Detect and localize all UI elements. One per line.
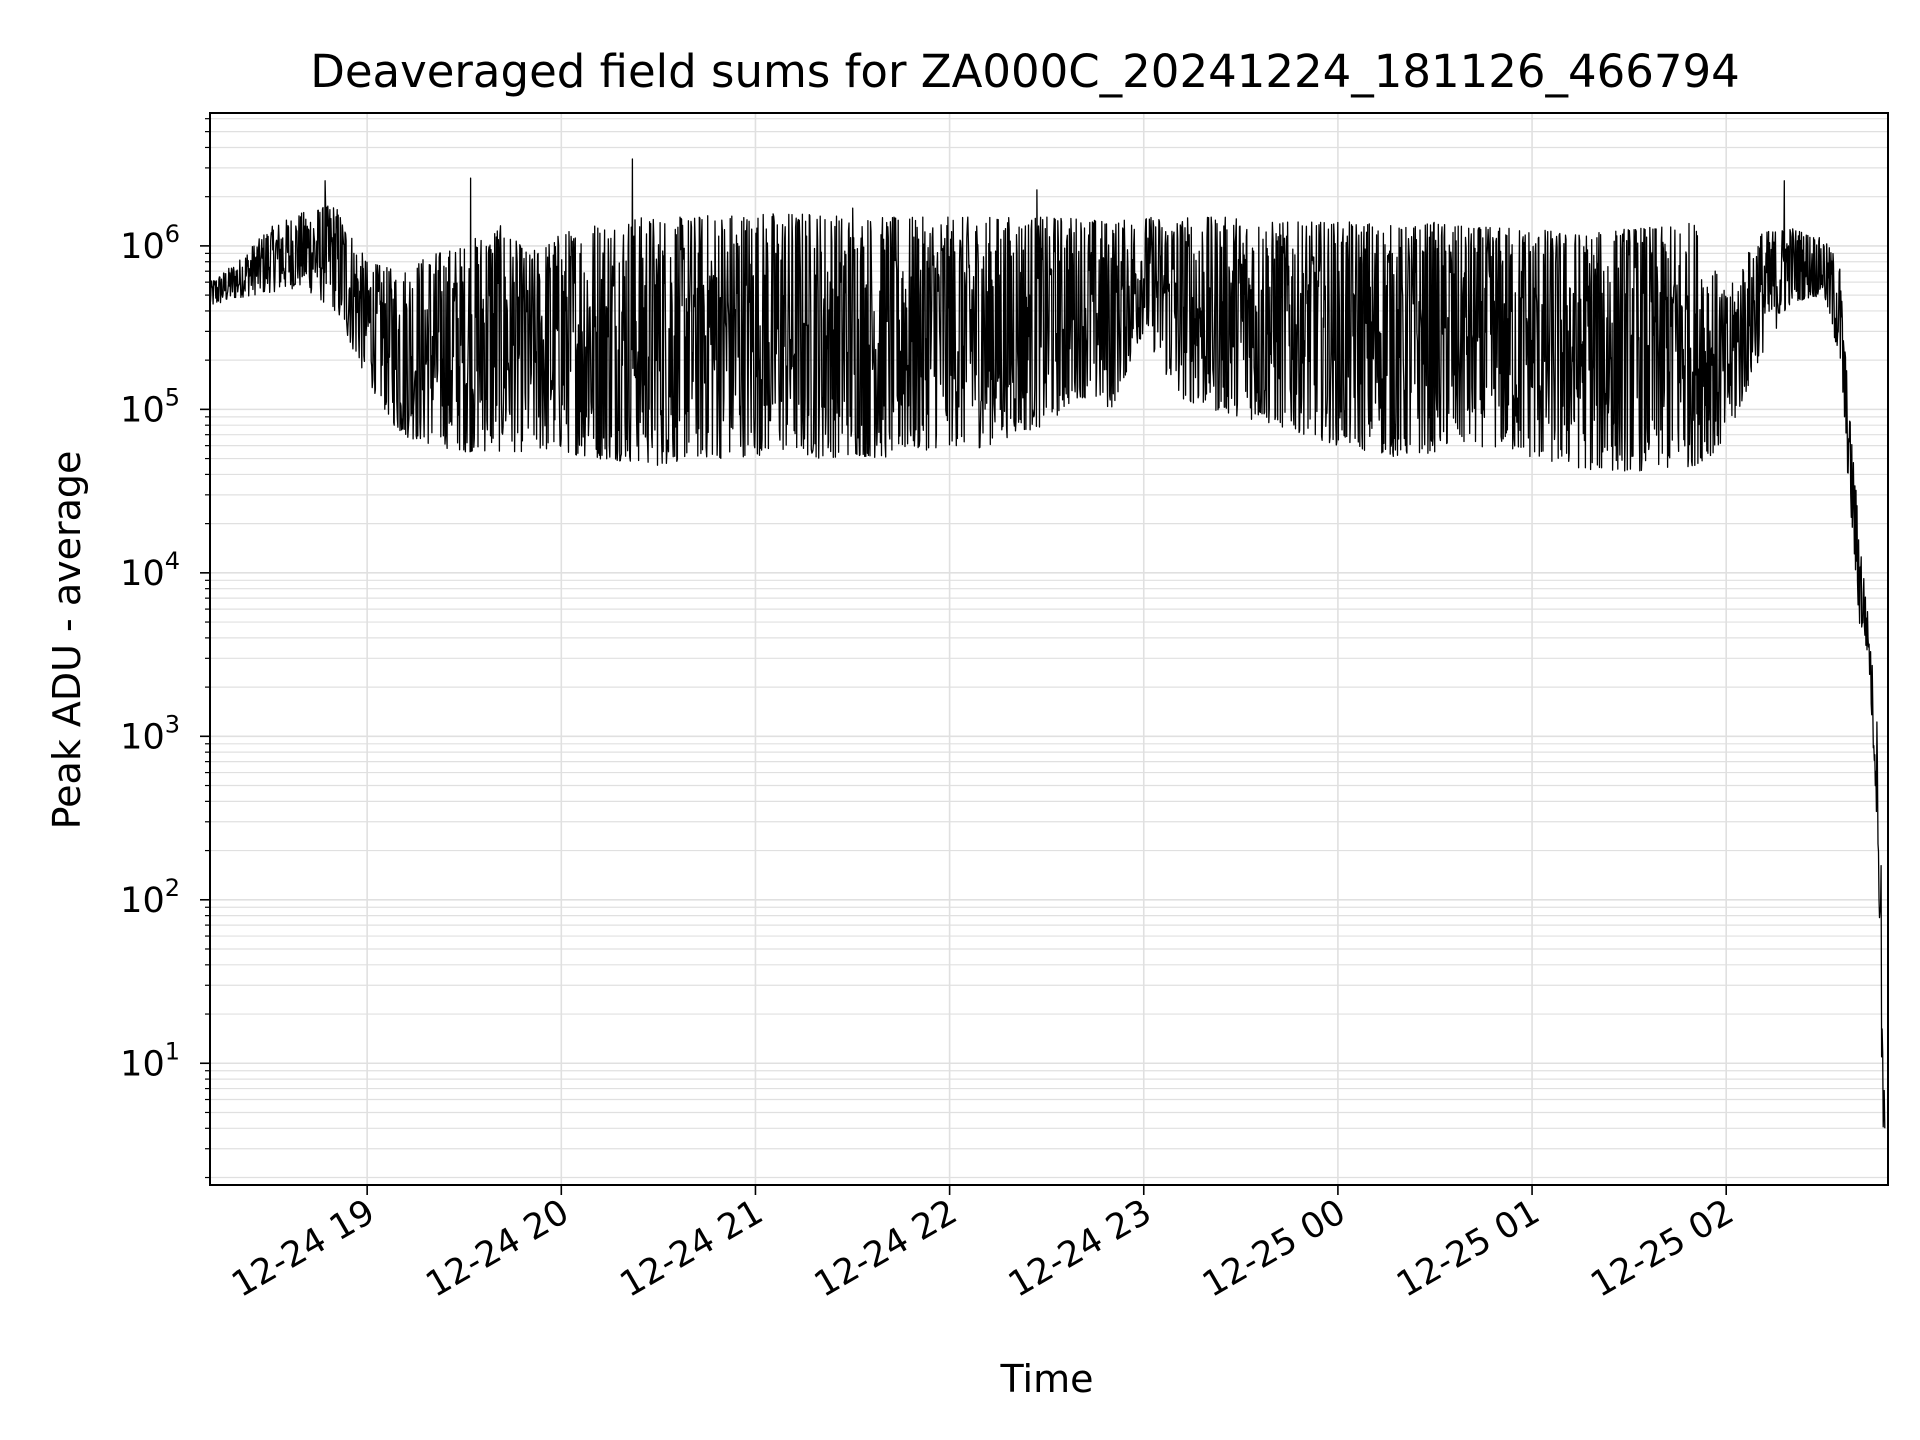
y-tick-label: 106 [120,220,180,267]
plot-frame [209,112,1889,1186]
y-axis-ticks: 101 102 103 104 105 106 [120,118,210,1179]
y-tick-label: 103 [120,710,180,757]
x-axis-label: Time [1000,1357,1094,1401]
y-tick-label: 102 [120,874,180,921]
series-line [209,158,1886,1129]
grid-lines [210,113,1888,1185]
chart-title: Deaveraged field sums for ZA000C_2024122… [310,45,1740,98]
y-tick-label: 104 [120,547,180,594]
y-tick-label: 101 [120,1037,180,1084]
axes [209,112,1889,1186]
y-tick-label: 105 [120,383,180,430]
data-series [209,158,1886,1129]
y-axis-label: Peak ADU - average [45,451,89,830]
